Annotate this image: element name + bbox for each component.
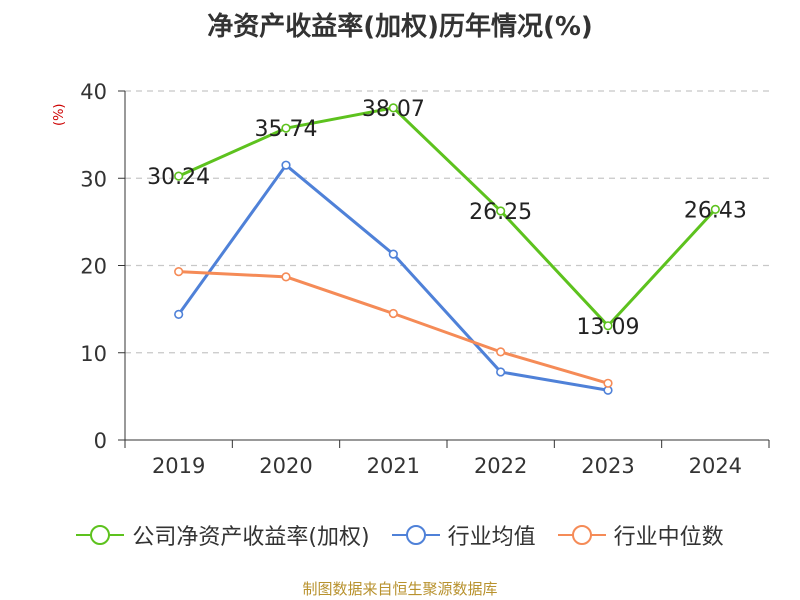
y-tick-label-30: 30 xyxy=(80,167,107,191)
series-1-point-2022 xyxy=(496,367,506,377)
legend-label-industry-mean: 行业均值 xyxy=(447,525,536,550)
legend-item-industry-median[interactable]: 行业中位数 xyxy=(557,519,724,551)
x-tick-label-2024: 2024 xyxy=(689,454,742,478)
axes: 0 10 20 30 40 2019 2020 2021 2022 2023 2024 xyxy=(80,80,770,478)
data-label-2019: 30.24 xyxy=(147,165,210,190)
series-2-point-2021 xyxy=(388,308,398,319)
legend-item-industry-mean[interactable]: 行业均值 xyxy=(391,519,536,551)
data-label-2022: 26.25 xyxy=(469,200,532,225)
series-0-point-2019 xyxy=(174,171,184,181)
data-labels: 30.24 35.74 38.07 26.25 13.09 26.43 xyxy=(147,97,747,340)
x-tick-label-2023: 2023 xyxy=(581,454,634,478)
x-tick-label-2020: 2020 xyxy=(259,454,312,478)
legend-swatch-mean-icon xyxy=(391,525,440,545)
series-0-point-2021 xyxy=(388,103,398,113)
data-label-2024: 26.43 xyxy=(684,198,747,223)
series-0-point-2020 xyxy=(281,123,291,133)
data-label-2023: 13.09 xyxy=(577,315,640,340)
series-1-point-2020 xyxy=(281,160,291,170)
series-layer xyxy=(174,103,720,395)
series-0-point-2023 xyxy=(603,321,613,331)
legend: 公司净资产收益率(加权) 行业均值 行业中位数 xyxy=(0,519,800,551)
y-tick-label-40: 40 xyxy=(80,80,107,104)
source-note: 制图数据来自恒生聚源数据库 xyxy=(302,580,498,598)
series-line-2 xyxy=(178,270,609,385)
series-line-0 xyxy=(178,106,717,328)
x-tick-label-2021: 2021 xyxy=(367,454,420,478)
series-2-point-2019 xyxy=(174,267,184,277)
legend-swatch-median-icon xyxy=(557,525,606,545)
y-tick-label-20: 20 xyxy=(80,255,107,279)
series-2-point-2022 xyxy=(496,347,506,357)
legend-swatch-company-icon xyxy=(76,525,125,545)
legend-item-company[interactable]: 公司净资产收益率(加权) xyxy=(76,519,370,551)
series-0-point-2024 xyxy=(710,204,720,214)
x-tick-label-2022: 2022 xyxy=(474,454,527,478)
chart-title: 净资产收益率(加权)历年情况(%) xyxy=(207,12,593,42)
series-1-point-2019 xyxy=(174,309,184,319)
series-0-point-2022 xyxy=(496,206,506,216)
data-label-2020: 35.74 xyxy=(255,117,318,142)
legend-label-industry-median: 行业中位数 xyxy=(613,525,724,550)
legend-label-company: 公司净资产收益率(加权) xyxy=(132,525,370,550)
series-2-point-2020 xyxy=(281,272,291,282)
series-2-point-2023 xyxy=(603,378,613,388)
y-tick-label-10: 10 xyxy=(80,342,107,366)
series-1-point-2021 xyxy=(388,249,398,259)
y-tick-label-0: 0 xyxy=(94,429,107,453)
data-label-2021: 38.07 xyxy=(362,97,425,122)
series-line-1 xyxy=(177,163,609,392)
gridlines xyxy=(125,90,769,354)
x-tick-label-2019: 2019 xyxy=(152,454,205,478)
